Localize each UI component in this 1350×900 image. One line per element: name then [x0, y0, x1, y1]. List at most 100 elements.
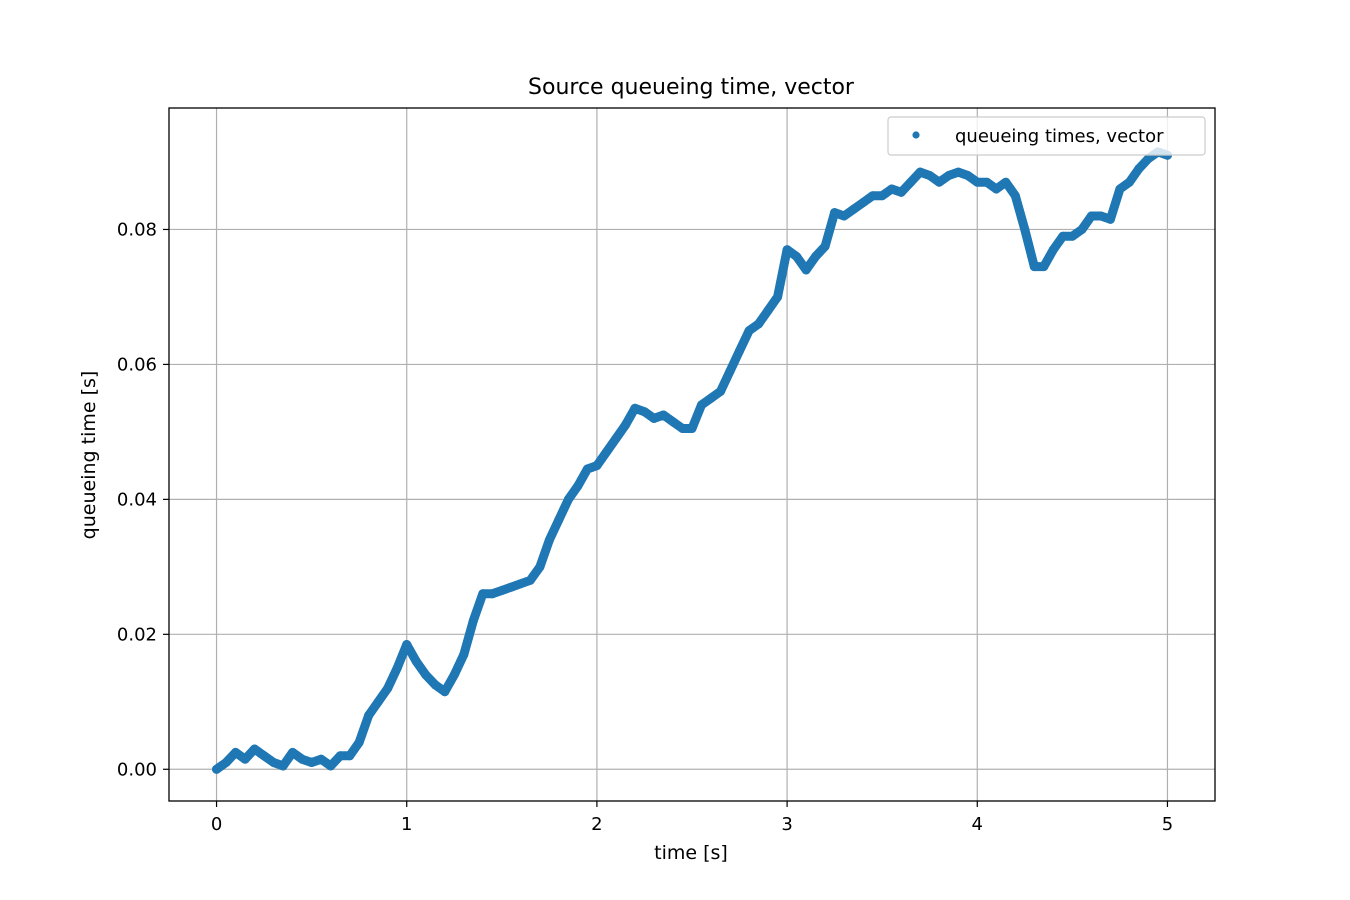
- data-point: [754, 319, 764, 329]
- data-point: [763, 305, 773, 315]
- legend-marker: [912, 131, 920, 139]
- data-point: [668, 417, 678, 427]
- x-tick-label: 4: [972, 814, 983, 835]
- data-point: [630, 403, 640, 413]
- data-point: [487, 589, 497, 599]
- data-point: [782, 245, 792, 255]
- y-axis-label: queueing time [s]: [78, 371, 100, 540]
- data-point: [554, 515, 564, 525]
- data-point: [620, 420, 630, 430]
- legend: queueing times, vector: [887, 116, 1206, 156]
- x-tick-label: 5: [1162, 814, 1173, 835]
- data-point: [896, 187, 906, 197]
- data-point: [1077, 225, 1087, 234]
- chart-title: Source queueing time, vector: [528, 75, 855, 100]
- data-point: [1001, 177, 1011, 187]
- data-point: [1048, 245, 1058, 255]
- data-point: [1115, 184, 1125, 194]
- data-point: [525, 575, 535, 585]
- y-tick-label: 0.00: [117, 759, 157, 780]
- data-point: [421, 670, 431, 680]
- data-point: [231, 747, 241, 757]
- data-point: [592, 461, 602, 471]
- data-point: [335, 751, 345, 761]
- data-point: [1029, 262, 1039, 272]
- data-point: [697, 400, 706, 410]
- data-point: [877, 191, 887, 201]
- data-point: [1134, 164, 1144, 174]
- gridlines: [169, 108, 1215, 801]
- data-point: [221, 758, 231, 767]
- data-point: [887, 184, 897, 194]
- data-point: [411, 656, 421, 666]
- data-point: [849, 204, 859, 214]
- data-point: [345, 751, 355, 761]
- legend-box: [887, 116, 1206, 156]
- data-point: [459, 650, 469, 660]
- data-point: [297, 754, 307, 764]
- x-tick-label: 2: [591, 814, 602, 835]
- data-point: [906, 177, 916, 187]
- data-point: [535, 562, 545, 572]
- y-tick-label: 0.02: [117, 624, 157, 645]
- data-point: [659, 410, 668, 420]
- data-point: [1067, 231, 1077, 241]
- y-tick-label: 0.06: [117, 354, 157, 375]
- data-point: [1086, 211, 1096, 221]
- data-point: [972, 177, 982, 187]
- data-point: [402, 640, 412, 649]
- data-point: [678, 424, 687, 433]
- data-point: [640, 407, 649, 417]
- data-point: [925, 171, 935, 180]
- x-tick-label: 0: [211, 814, 222, 835]
- y-tick-label: 0.08: [117, 219, 157, 240]
- data-point: [449, 670, 459, 680]
- data-point: [982, 177, 992, 187]
- data-point: [934, 177, 944, 187]
- x-tick-label: 1: [401, 814, 412, 835]
- data-point: [868, 191, 878, 201]
- data-point: [430, 680, 440, 690]
- data-point: [858, 198, 868, 207]
- legend-label: queueing times, vector: [955, 126, 1164, 147]
- data-point: [240, 754, 250, 764]
- data-point: [601, 447, 611, 457]
- data-point: [383, 683, 393, 693]
- data-points: [212, 147, 1172, 774]
- data-point: [716, 386, 725, 396]
- data-point: [364, 710, 374, 720]
- data-point: [611, 434, 621, 444]
- data-point: [506, 582, 516, 592]
- data-point: [1124, 177, 1134, 187]
- data-point: [773, 292, 783, 302]
- data-point: [839, 211, 849, 221]
- x-tick-label: 3: [781, 814, 792, 835]
- y-axis: 0.00 0.02 0.04 0.06 0.08: [117, 219, 169, 780]
- data-point: [516, 579, 526, 589]
- data-point: [497, 586, 507, 595]
- data-point: [915, 167, 925, 177]
- data-point: [649, 413, 659, 423]
- data-point: [1058, 231, 1068, 241]
- data-point: [468, 616, 478, 626]
- data-point: [278, 761, 288, 771]
- data-point: [288, 747, 298, 757]
- data-point: [944, 171, 954, 180]
- data-point: [326, 761, 336, 771]
- data-point: [440, 687, 450, 697]
- data-point: [744, 326, 754, 336]
- plot-frame: [168, 107, 1216, 802]
- data-point: [373, 697, 383, 707]
- data-point: [953, 167, 963, 177]
- data-point: [307, 758, 317, 767]
- data-point: [1105, 214, 1115, 224]
- data-point: [1096, 211, 1106, 221]
- data-point: [269, 758, 279, 767]
- data-point: [582, 464, 592, 474]
- data-point: [820, 241, 830, 251]
- y-tick-label: 0.04: [117, 489, 157, 510]
- data-point: [725, 366, 735, 376]
- data-point: [250, 744, 260, 754]
- data-point: [354, 737, 364, 747]
